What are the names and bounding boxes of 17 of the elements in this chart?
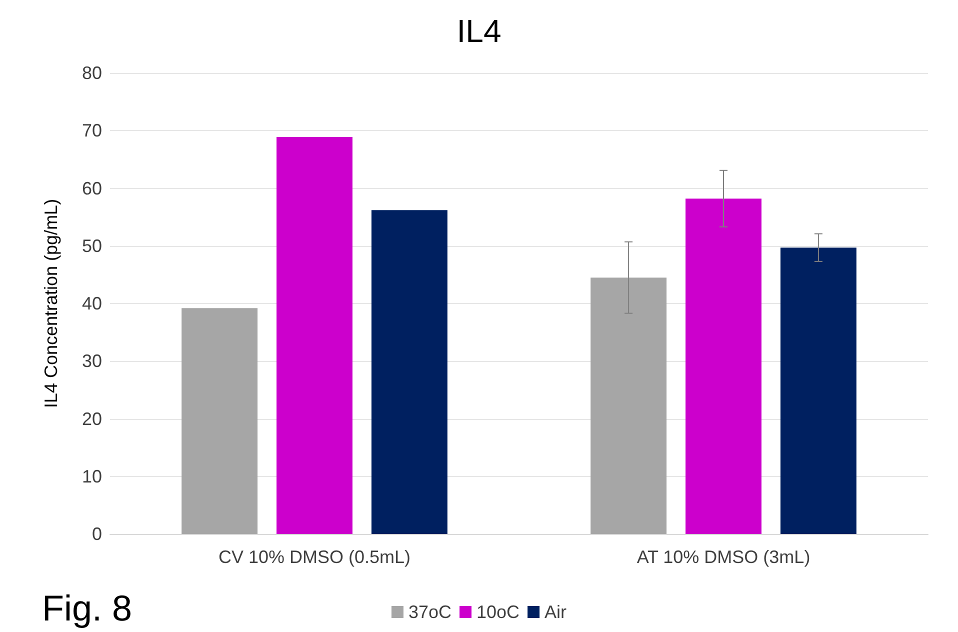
y-tick-label: 80 xyxy=(82,63,102,83)
x-tick-label: CV 10% DMSO (0.5mL) xyxy=(218,547,411,567)
y-tick-label: 30 xyxy=(82,351,102,372)
y-tick-label: 60 xyxy=(82,178,102,198)
y-tick-label: 10 xyxy=(82,466,102,486)
chart-title: IL4 xyxy=(456,13,502,49)
caption: Fig. 8 xyxy=(42,588,132,628)
y-axis-title: IL4 Concentration (pg/mL) xyxy=(41,198,61,408)
y-tick-label: 40 xyxy=(82,294,102,314)
legend-label: 10oC xyxy=(476,602,520,622)
y-tick-label: 0 xyxy=(92,524,102,544)
legend-label: 37oC xyxy=(408,602,452,622)
y-tick-label: 50 xyxy=(82,236,102,256)
y-tick-label: 20 xyxy=(82,408,102,429)
x-tick-label: AT 10% DMSO (3mL) xyxy=(636,547,810,567)
legend-label: Air xyxy=(544,602,567,622)
y-tick-label: 70 xyxy=(82,120,102,141)
